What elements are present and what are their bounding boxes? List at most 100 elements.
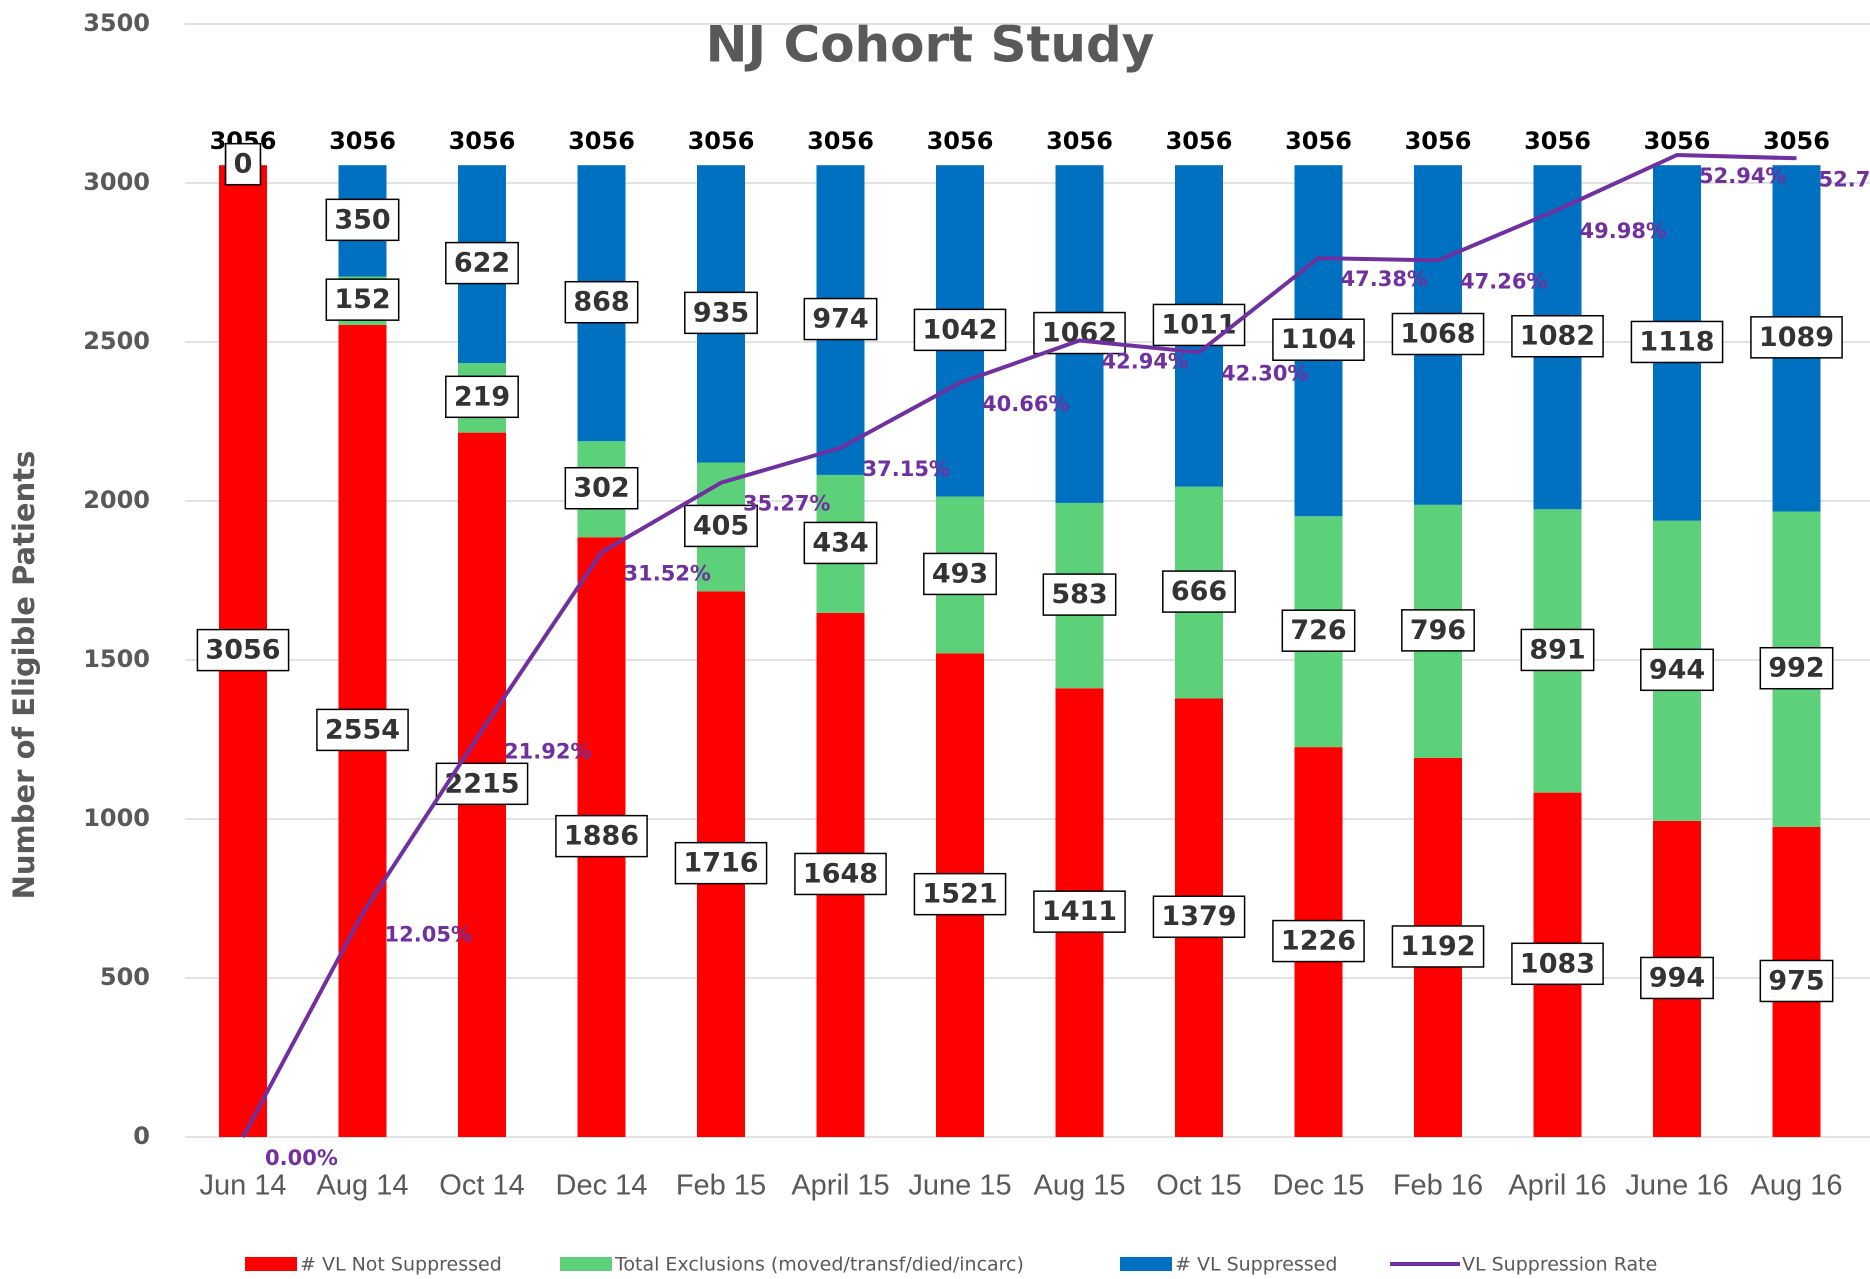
rate-label: 49.98% [1580, 219, 1667, 243]
data-label: 726 [1290, 615, 1346, 646]
data-label: 1379 [1161, 901, 1236, 932]
data-label: 1226 [1281, 926, 1356, 957]
data-label: 1068 [1400, 319, 1475, 350]
total-label: 3056 [1046, 127, 1113, 155]
label-box [1511, 314, 1604, 358]
data-label: 493 [932, 558, 988, 589]
label-box [1272, 318, 1365, 361]
data-label: 1521 [922, 879, 997, 910]
rate-label: 0.00% [265, 1146, 338, 1170]
label-box [555, 814, 648, 858]
x-tick-label: April 15 [791, 1170, 889, 1202]
y-tick-label: 2500 [83, 327, 150, 355]
x-tick-label: Dec 15 [1273, 1170, 1365, 1202]
rate-label: 42.94% [1102, 349, 1189, 373]
y-tick-label: 2000 [83, 486, 150, 514]
label-box [1152, 303, 1246, 347]
x-tick-label: Aug 15 [1034, 1170, 1126, 1202]
label-box [435, 762, 529, 806]
label-box [445, 241, 519, 285]
data-label: 974 [812, 304, 868, 335]
label-box [1401, 609, 1475, 652]
data-label: 935 [693, 297, 749, 328]
data-label: 1886 [564, 821, 639, 852]
data-label: 152 [334, 284, 390, 315]
x-tick-label: Jun 14 [199, 1170, 286, 1202]
data-label: 1192 [1400, 931, 1475, 962]
data-label: 350 [334, 204, 390, 235]
label-box [1750, 316, 1843, 359]
total-label: 3056 [1763, 127, 1830, 155]
data-label: 2215 [444, 768, 519, 799]
data-label: 405 [693, 510, 749, 541]
data-label: 891 [1529, 634, 1585, 665]
rate-label: 52.76% [1819, 167, 1870, 191]
label-box [684, 291, 758, 335]
x-tick-label: Feb 15 [676, 1170, 766, 1202]
data-label: 622 [454, 248, 510, 279]
label-box [316, 708, 409, 752]
y-tick-label: 500 [100, 963, 150, 991]
legend-swatch [245, 1257, 297, 1271]
x-tick-label: June 15 [908, 1170, 1011, 1202]
y-tick-label: 1000 [83, 804, 150, 832]
data-label: 868 [573, 287, 629, 318]
rate-label: 40.66% [982, 392, 1069, 416]
y-tick-label: 0 [133, 1122, 150, 1150]
legend-label: Total Exclusions (moved/transf/died/inca… [614, 1254, 1024, 1276]
total-label: 3056 [1405, 127, 1472, 155]
label-box [803, 297, 878, 341]
data-label: 992 [1768, 653, 1824, 684]
data-label: 994 [1649, 962, 1705, 993]
label-box [1162, 570, 1236, 613]
legend-label: # VL Suppressed [1175, 1254, 1337, 1276]
legend-swatch [1120, 1257, 1172, 1271]
label-box [1759, 959, 1834, 1003]
rate-label: 52.94% [1699, 164, 1786, 188]
label-box [325, 198, 400, 242]
label-box [1281, 609, 1356, 652]
x-tick-label: Aug 14 [317, 1170, 409, 1202]
x-tick-label: Feb 16 [1393, 1170, 1483, 1202]
total-label: 3056 [688, 127, 755, 155]
total-label: 3056 [329, 127, 396, 155]
data-label: 0 [234, 149, 253, 180]
data-label: 1082 [1520, 321, 1595, 352]
label-box [224, 142, 262, 186]
label-box [1640, 648, 1714, 692]
total-label: 3056 [1644, 127, 1711, 155]
rate-label: 42.30% [1221, 361, 1308, 385]
x-tick-label: Oct 14 [439, 1170, 524, 1202]
label-box [1630, 320, 1724, 364]
label-box [325, 278, 400, 321]
total-label: 3056 [1166, 127, 1233, 155]
y-tick-label: 3000 [83, 168, 150, 196]
label-box [1042, 573, 1117, 616]
label-box [1272, 919, 1365, 963]
data-label: 3056 [205, 635, 280, 666]
total-label: 3056 [1285, 127, 1352, 155]
legend-swatch [560, 1257, 612, 1271]
rate-label: 12.05% [385, 922, 472, 946]
y-axis-label: Number of Eligible Patients [7, 451, 41, 900]
data-label: 975 [1768, 965, 1824, 996]
label-box [1391, 312, 1485, 356]
total-label: 3056 [1524, 127, 1591, 155]
rate-label: 47.26% [1460, 269, 1547, 293]
data-label: 1104 [1281, 324, 1356, 355]
label-box [1511, 942, 1604, 986]
data-label: 1011 [1161, 309, 1236, 340]
label-box [794, 852, 887, 896]
legend-label: # VL Not Suppressed [300, 1254, 502, 1276]
data-label: 1089 [1759, 322, 1834, 353]
data-label: 1042 [922, 314, 997, 345]
label-box [674, 841, 768, 885]
label-box [913, 308, 1007, 352]
data-label: 944 [1649, 654, 1705, 685]
label-box [1391, 925, 1485, 968]
rate-label: 31.52% [624, 561, 711, 585]
label-box [684, 504, 758, 548]
y-tick-label: 1500 [83, 645, 150, 673]
label-box [1520, 628, 1595, 672]
total-label: 3056 [927, 127, 994, 155]
